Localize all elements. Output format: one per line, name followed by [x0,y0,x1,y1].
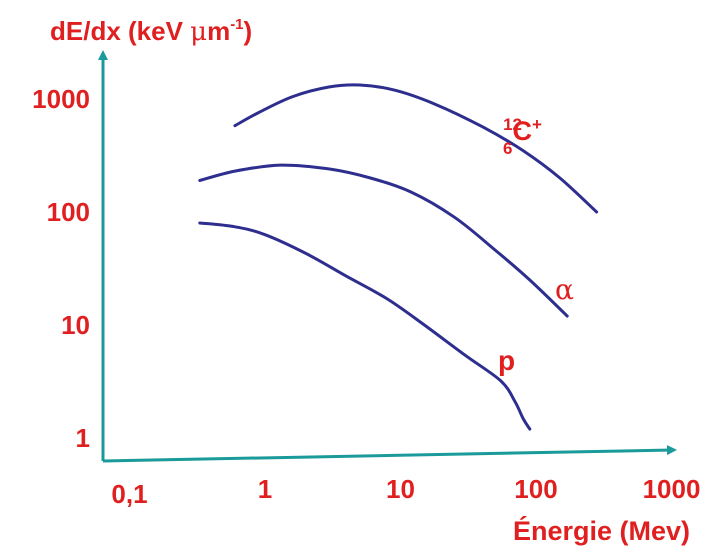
curve-carbon [233,83,599,214]
x-tick-label: 100 [514,474,557,504]
x-tick-label: 10 [386,474,415,504]
y-tick-label: 1 [76,423,90,453]
data-curves [198,83,599,431]
series-label-carbon: 12 6C+ [503,115,542,158]
x-tick-label: 1000 [643,474,701,504]
curve-proton [198,221,532,431]
x-axis [102,445,677,463]
y-tick-label: 100 [47,197,90,227]
x-tick-label: 0,1 [111,479,147,509]
y-tick-label: 1000 [32,84,90,114]
x-tick-label: 1 [258,474,272,504]
y-tick-label: 10 [61,310,90,340]
series-label-proton: p [498,345,515,376]
curve-alpha [198,163,569,318]
x-tick-labels: 0,1 1 10 100 1000 [111,474,700,509]
y-axis-label: dE/dx (keV μm-1) [50,16,252,47]
x-axis-label: Énergie (Mev) [513,515,690,546]
series-label-alpha: α [555,273,574,306]
y-tick-labels: 1 10 100 1000 [32,84,90,453]
